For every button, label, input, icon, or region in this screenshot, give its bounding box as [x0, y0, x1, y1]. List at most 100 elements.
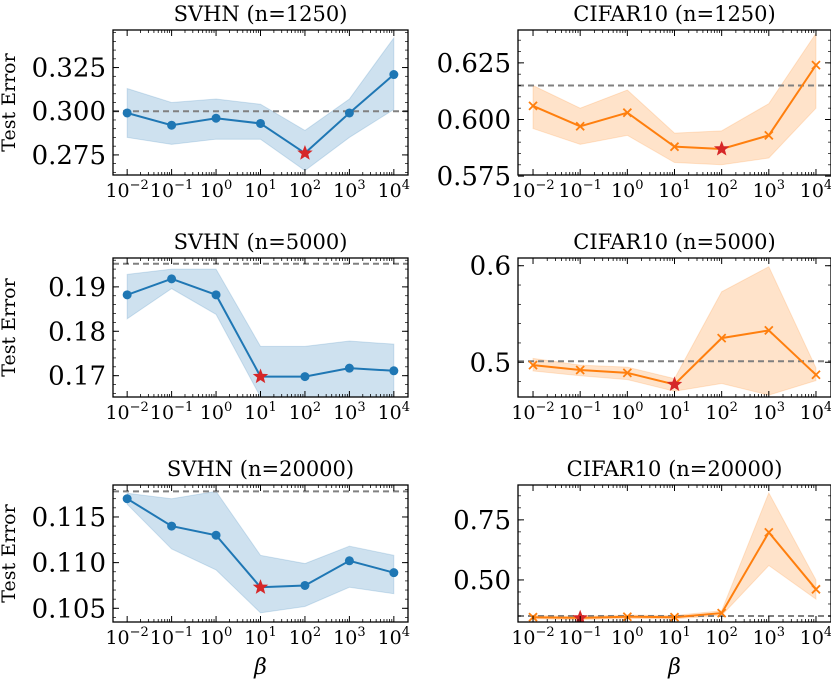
x-tick-label-base: 10	[378, 180, 402, 202]
x-tick-label: 100	[611, 400, 643, 424]
chart-title: CIFAR10 (n=5000)	[573, 230, 775, 254]
x-tick-label-exponent: −2	[536, 178, 555, 193]
plot-area	[518, 491, 831, 622]
x-tick-label-exponent: −1	[174, 625, 193, 640]
y-tick-label: 0.275	[32, 141, 106, 171]
confidence-band	[532, 491, 817, 621]
x-tick-label: 10−2	[105, 178, 148, 202]
x-tick-label: 104	[378, 625, 410, 649]
chart-svhn-n-5000: 10−2 10−1 100 101 102 103 1040.170.180.19SVHN …	[0, 230, 410, 424]
x-tick-label-base: 10	[333, 180, 357, 202]
y-tick-label: 0.325	[32, 54, 106, 84]
y-tick-label: 0.110	[32, 549, 106, 579]
x-tick-label-base: 10	[289, 180, 313, 202]
x-tick-label-exponent: 3	[777, 178, 785, 193]
x-tick-label-base: 10	[753, 180, 777, 202]
data-point	[300, 580, 310, 590]
best-marker-star	[713, 140, 730, 156]
x-tick-label-exponent: −2	[536, 400, 555, 415]
x-axis-label: β	[667, 655, 681, 680]
y-tick-label: 0.75	[453, 506, 511, 536]
x-tick-label: 100	[611, 178, 643, 202]
plot-area	[518, 31, 831, 166]
x-tick-label: 101	[658, 625, 690, 649]
data-point	[717, 608, 727, 618]
x-tick-label: 10−1	[150, 625, 193, 649]
data-point	[167, 274, 177, 284]
best-marker-star	[252, 579, 269, 594]
y-tick-label: 0.115	[32, 503, 106, 533]
x-tick-label-base: 10	[200, 402, 224, 424]
x-tick-label-exponent: 4	[824, 178, 831, 193]
x-tick-label-exponent: 4	[824, 400, 831, 415]
data-point	[389, 366, 399, 376]
data-point	[622, 368, 632, 378]
x-tick-label-base: 10	[658, 402, 682, 424]
data-point-stroke	[622, 368, 632, 378]
x-tick-label-exponent: −2	[130, 625, 149, 640]
y-tick-label: 0.600	[437, 105, 511, 135]
x-tick-label: 104	[800, 178, 831, 202]
x-tick-label-exponent: −1	[583, 400, 602, 415]
x-tick-label-base: 10	[244, 180, 268, 202]
x-tick-label-base: 10	[753, 402, 777, 424]
x-tick-label-base: 10	[705, 402, 729, 424]
confidence-band	[532, 31, 817, 166]
x-tick-label: 10−1	[559, 178, 602, 202]
x-tick-label-exponent: 1	[682, 625, 690, 640]
y-tick-label: 0.19	[48, 273, 106, 303]
x-tick-label: 101	[244, 178, 276, 202]
x-tick-label-base: 10	[611, 627, 635, 649]
best-marker-star	[666, 376, 683, 392]
x-tick-label-exponent: 2	[313, 400, 321, 415]
data-point	[122, 108, 132, 118]
y-axis-label: Test Error	[0, 503, 20, 602]
data-point	[764, 325, 774, 336]
x-tick-label-exponent: 3	[357, 400, 365, 415]
x-tick-label-base: 10	[559, 402, 583, 424]
x-tick-label-exponent: 2	[313, 178, 321, 193]
data-point	[344, 108, 354, 118]
x-tick-label-base: 10	[511, 627, 535, 649]
x-tick-label-base: 10	[105, 402, 129, 424]
x-tick-label: 10−2	[105, 625, 148, 649]
x-tick-label: 103	[333, 625, 365, 649]
y-axis-label: Test Error	[0, 277, 20, 376]
x-tick-label: 101	[244, 625, 276, 649]
x-tick-label-base: 10	[705, 627, 729, 649]
x-tick-label: 102	[289, 400, 321, 424]
best-marker-star	[252, 368, 269, 384]
x-tick-label: 100	[200, 400, 232, 424]
confidence-band	[126, 490, 395, 614]
confidence-band	[126, 36, 395, 172]
chart-title: SVHN (n=1250)	[174, 2, 348, 26]
x-axis-label: β	[253, 655, 267, 680]
data-point	[811, 60, 821, 70]
x-tick-label: 104	[378, 178, 410, 202]
x-tick-label-base: 10	[611, 180, 635, 202]
data-point	[389, 70, 399, 80]
y-tick-label: 0.300	[32, 97, 106, 127]
x-tick-label: 101	[244, 400, 276, 424]
x-tick-label: 103	[333, 400, 365, 424]
plot-area	[518, 266, 831, 396]
y-tick-label: 0.18	[48, 317, 106, 347]
data-point	[575, 121, 585, 131]
x-tick-label: 101	[658, 178, 690, 202]
best-marker-star	[297, 145, 313, 160]
x-tick-label: 104	[800, 625, 831, 649]
x-tick-label-exponent: −1	[174, 400, 193, 415]
x-tick-label-exponent: 4	[402, 625, 410, 640]
data-point	[344, 556, 354, 566]
x-tick-label: 100	[200, 178, 232, 202]
x-tick-label-exponent: 4	[402, 400, 410, 415]
x-tick-label-exponent: 1	[682, 178, 690, 193]
x-tick-label-base: 10	[200, 180, 224, 202]
x-tick-label: 100	[611, 625, 643, 649]
x-tick-label: 102	[289, 178, 321, 202]
x-tick-label-base: 10	[658, 627, 682, 649]
x-tick-label-base: 10	[150, 627, 174, 649]
x-tick-label-base: 10	[200, 627, 224, 649]
x-tick-label-exponent: −1	[174, 178, 193, 193]
